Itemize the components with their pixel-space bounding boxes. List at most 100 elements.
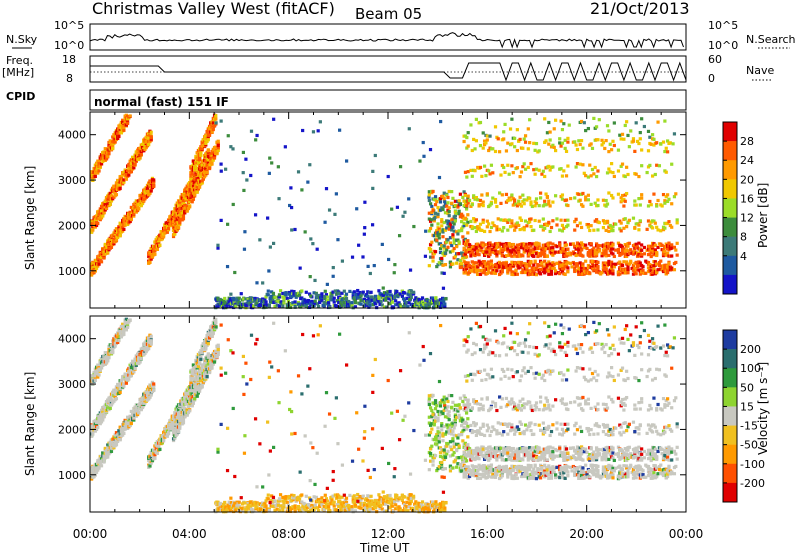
power-cell xyxy=(652,192,656,196)
power-cell xyxy=(104,157,109,161)
power-cell xyxy=(320,292,324,296)
power-cell xyxy=(652,219,656,223)
power-cell xyxy=(521,193,525,197)
power-cell xyxy=(653,172,657,177)
velocity-cell xyxy=(148,395,152,399)
power-cell xyxy=(627,241,631,245)
power-cell xyxy=(207,165,212,169)
power-cell xyxy=(655,225,659,229)
power-cell xyxy=(518,227,522,232)
power-cell xyxy=(460,228,464,233)
power-cell xyxy=(503,122,507,127)
velocity-cell xyxy=(152,388,156,393)
power-cell xyxy=(544,192,548,196)
power-cell xyxy=(469,204,473,208)
power-cell xyxy=(544,139,548,143)
power-cell xyxy=(515,128,519,132)
power-cell xyxy=(440,224,444,228)
power-cell xyxy=(289,305,293,310)
power-cell xyxy=(655,204,659,208)
power-cell xyxy=(663,199,667,203)
velocity-cell xyxy=(137,411,141,415)
power-cell xyxy=(102,210,106,214)
nsky-panel: N.Sky 10^5 10^0 10^5 10^0 N.Search xyxy=(6,19,796,52)
power-cell xyxy=(640,196,644,200)
power-cell xyxy=(121,120,125,125)
power-cell xyxy=(97,169,101,173)
power-cell xyxy=(605,221,610,225)
power-cell xyxy=(210,162,214,166)
power-cell xyxy=(616,247,621,252)
power-cell xyxy=(610,226,614,231)
power-cell xyxy=(99,255,104,259)
power-cell xyxy=(560,174,565,178)
power-cell xyxy=(611,139,615,143)
power-cell xyxy=(107,152,111,156)
power-cell xyxy=(663,266,667,271)
power-cell xyxy=(612,254,616,259)
power-cell xyxy=(506,220,510,224)
power-cell xyxy=(387,297,391,301)
nave-tick-top: 60 xyxy=(708,53,722,66)
power-cell xyxy=(441,304,445,308)
velocity-cell xyxy=(94,464,99,468)
power-cell xyxy=(622,260,626,264)
power-cell xyxy=(629,248,633,252)
power-cell xyxy=(657,263,662,268)
power-cell xyxy=(139,153,143,157)
power-cell xyxy=(357,243,361,247)
power-cell xyxy=(548,229,552,234)
power-cell xyxy=(657,164,662,168)
power-cell xyxy=(463,237,467,241)
power-cell xyxy=(584,128,588,133)
power-cell xyxy=(581,262,585,266)
power-cell xyxy=(670,243,674,247)
power-cell xyxy=(634,203,638,207)
power-cell xyxy=(109,194,114,198)
power-cell xyxy=(498,227,502,231)
power-cell xyxy=(551,248,555,253)
power-cell xyxy=(473,225,477,230)
power-cell xyxy=(336,238,340,242)
power-cell xyxy=(608,271,612,275)
power-cell xyxy=(462,267,466,272)
power-cell xyxy=(537,219,541,223)
power-cell xyxy=(456,258,460,262)
power-cell xyxy=(439,299,444,303)
power-cell xyxy=(547,244,551,248)
power-cell xyxy=(585,246,589,251)
power-cell xyxy=(526,165,530,170)
power-cell xyxy=(245,301,249,305)
velocity-cell xyxy=(152,382,156,386)
power-cell xyxy=(534,141,539,146)
power-cell xyxy=(498,265,502,269)
power-cell xyxy=(522,198,526,202)
power-cell xyxy=(528,196,532,200)
power-cell xyxy=(586,193,590,197)
power-cell xyxy=(450,243,454,248)
power-cell xyxy=(611,196,615,200)
power-cell xyxy=(626,172,630,177)
power-cell xyxy=(500,229,504,233)
power-cell xyxy=(622,247,626,251)
power-cell xyxy=(538,196,543,200)
power-cell xyxy=(532,141,536,145)
power-cell xyxy=(481,131,485,135)
power-cell xyxy=(506,247,510,251)
power-cell xyxy=(626,244,630,248)
power-cell xyxy=(196,187,200,191)
power-cell xyxy=(507,172,511,176)
power-cell xyxy=(566,261,570,265)
power-cell xyxy=(445,248,449,252)
power-cell xyxy=(504,262,509,266)
power-cell xyxy=(571,250,575,254)
power-cell xyxy=(446,245,450,249)
velocity-cell xyxy=(106,453,110,458)
power-cell xyxy=(198,158,202,162)
power-cell xyxy=(176,204,181,208)
power-cell xyxy=(470,148,474,153)
power-cell xyxy=(523,219,528,223)
power-cell xyxy=(492,224,496,228)
power-cell xyxy=(637,228,641,232)
power-cell xyxy=(611,170,615,175)
